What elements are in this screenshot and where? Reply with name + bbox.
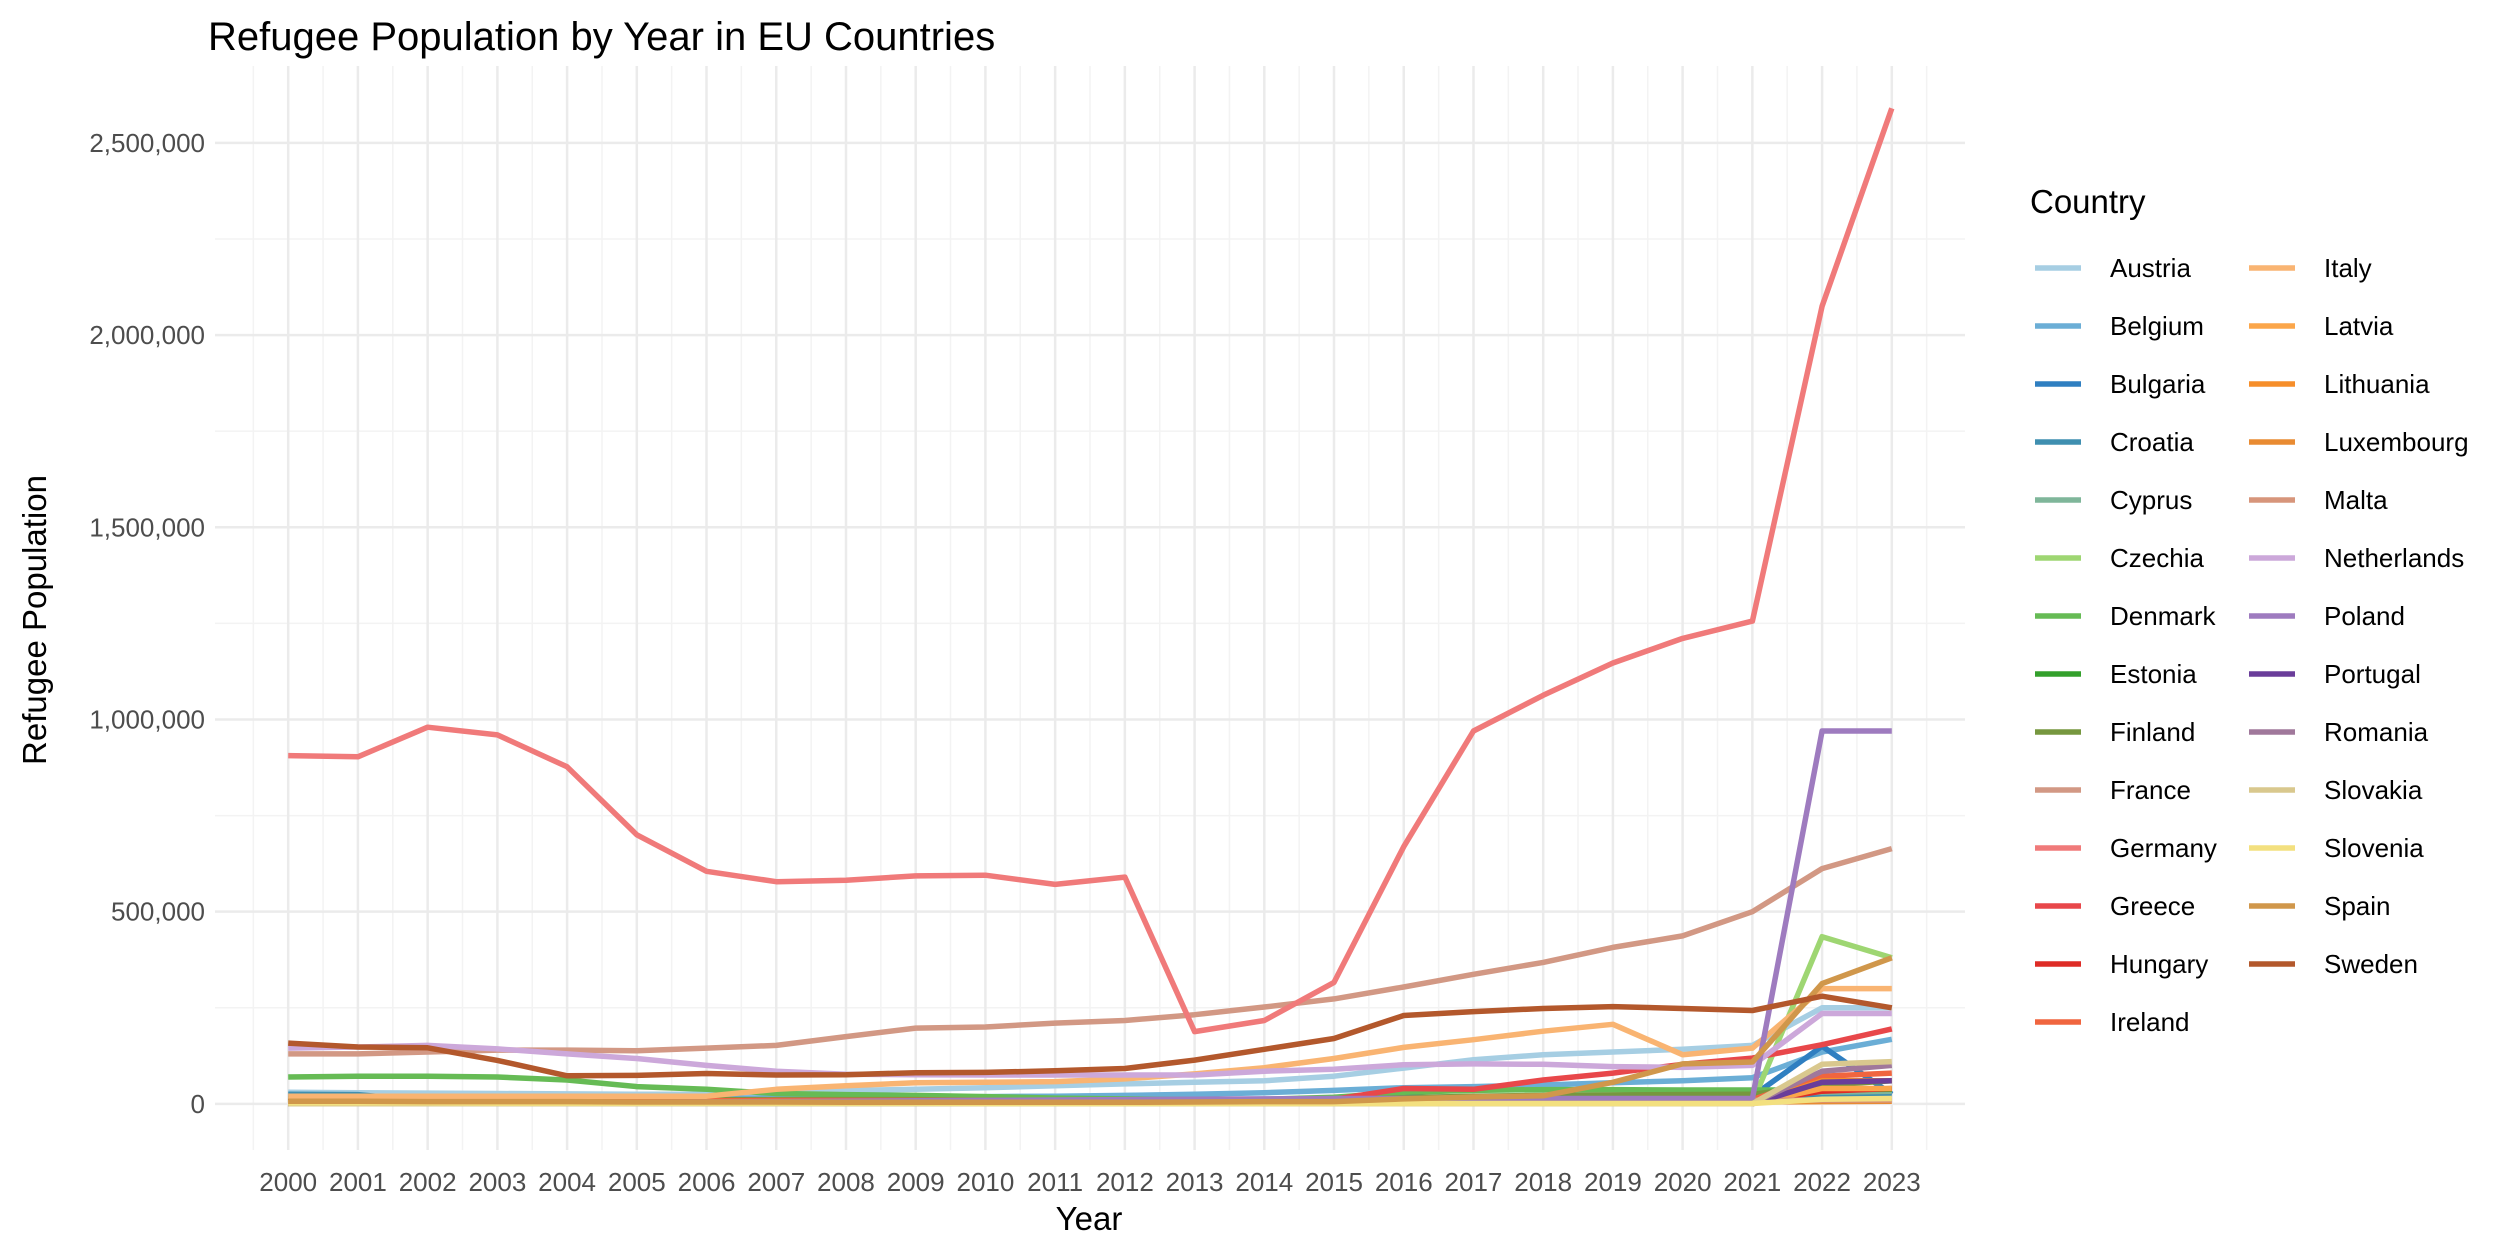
y-axis-tick-labels: 0 500,000 1,000,000 1,500,000 2,000,000 2,500… — [89, 128, 205, 1119]
series-line-italy — [288, 985, 1892, 1099]
legend-label-estonia: Estonia — [2110, 659, 2197, 689]
x-tick-label: 2006 — [678, 1167, 736, 1197]
series-line-france — [288, 845, 1893, 1057]
x-tick-label: 2016 — [1375, 1167, 1433, 1197]
x-tick-label: 2003 — [468, 1167, 526, 1197]
x-tick-label: 2012 — [1096, 1167, 1154, 1197]
x-tick-label: 2019 — [1584, 1167, 1642, 1197]
legend-label-finland: Finland — [2110, 717, 2195, 747]
legend-label-lithuania: Lithuania — [2324, 369, 2430, 399]
legend-label-ireland: Ireland — [2110, 1007, 2190, 1037]
legend-label-sweden: Sweden — [2324, 949, 2418, 979]
x-tick-label: 2011 — [1027, 1167, 1083, 1197]
legend-label-belgium: Belgium — [2110, 311, 2204, 341]
legend-label-slovakia: Slovakia — [2324, 775, 2423, 805]
legend-label-romania: Romania — [2324, 717, 2429, 747]
x-tick-label: 2020 — [1654, 1167, 1712, 1197]
gridlines — [215, 66, 1965, 1150]
x-axis-tick-labels: 2000 2001 2002 2003 2004 2005 2006 2007 2008 2009… — [259, 1167, 1920, 1197]
x-tick-label: 2005 — [608, 1167, 666, 1197]
x-tick-label: 2014 — [1235, 1167, 1293, 1197]
legend-label-hungary: Hungary — [2110, 949, 2208, 979]
legend-label-luxembourg: Luxembourg — [2324, 427, 2469, 457]
y-tick-label: 2,000,000 — [89, 320, 205, 350]
legend-label-slovenia: Slovenia — [2324, 833, 2424, 863]
legend-label-italy: Italy — [2324, 253, 2372, 283]
legend-title: Country — [2030, 183, 2146, 220]
series-lines — [288, 107, 1895, 1107]
x-axis-label: Year — [1056, 1200, 1123, 1237]
legend-label-czechia: Czechia — [2110, 543, 2204, 573]
chart-title: Refugee Population by Year in EU Countri… — [208, 15, 995, 59]
x-tick-label: 2001 — [329, 1167, 387, 1197]
x-tick-label: 2018 — [1514, 1167, 1572, 1197]
legend: Country Austria Belgium Bulgaria Croatia Cyp… — [2030, 183, 2469, 1037]
y-tick-label: 1,000,000 — [89, 704, 205, 734]
legend-label-netherlands: Netherlands — [2324, 543, 2464, 573]
legend-label-denmark: Denmark — [2110, 601, 2216, 631]
x-tick-label: 2010 — [956, 1167, 1014, 1197]
x-tick-label: 2015 — [1305, 1167, 1363, 1197]
series-line-netherlands — [288, 1010, 1892, 1078]
x-tick-label: 2017 — [1445, 1167, 1503, 1197]
legend-label-latvia: Latvia — [2324, 311, 2394, 341]
y-axis-label: Refugee Population — [16, 475, 53, 765]
series-line-sweden — [288, 993, 1893, 1079]
legend-label-croatia: Croatia — [2110, 427, 2194, 457]
legend-label-portugal: Portugal — [2324, 659, 2421, 689]
x-tick-label: 2002 — [399, 1167, 457, 1197]
legend-label-cyprus: Cyprus — [2110, 485, 2192, 515]
x-tick-label: 2022 — [1793, 1167, 1851, 1197]
x-tick-label: 2008 — [817, 1167, 875, 1197]
x-tick-label: 2007 — [747, 1167, 805, 1197]
legend-label-greece: Greece — [2110, 891, 2195, 921]
x-tick-label: 2023 — [1863, 1167, 1921, 1197]
y-tick-label: 1,500,000 — [89, 512, 205, 542]
legend-label-poland: Poland — [2324, 601, 2405, 631]
legend-label-bulgaria: Bulgaria — [2110, 369, 2206, 399]
y-tick-label: 2,500,000 — [89, 128, 205, 158]
legend-label-germany: Germany — [2110, 833, 2217, 863]
legend-label-spain: Spain — [2324, 891, 2391, 921]
x-tick-label: 2004 — [538, 1167, 596, 1197]
x-tick-label: 2013 — [1166, 1167, 1224, 1197]
y-tick-label: 0 — [191, 1089, 205, 1119]
legend-label-austria: Austria — [2110, 253, 2191, 283]
legend-label-france: France — [2110, 775, 2191, 805]
series-line-germany — [288, 107, 1895, 1035]
series-line-spain — [288, 955, 1893, 1106]
legend-label-malta: Malta — [2324, 485, 2388, 515]
x-tick-label: 2021 — [1723, 1167, 1781, 1197]
x-tick-label: 2009 — [887, 1167, 945, 1197]
y-tick-label: 500,000 — [111, 897, 205, 927]
x-tick-label: 2000 — [259, 1167, 317, 1197]
